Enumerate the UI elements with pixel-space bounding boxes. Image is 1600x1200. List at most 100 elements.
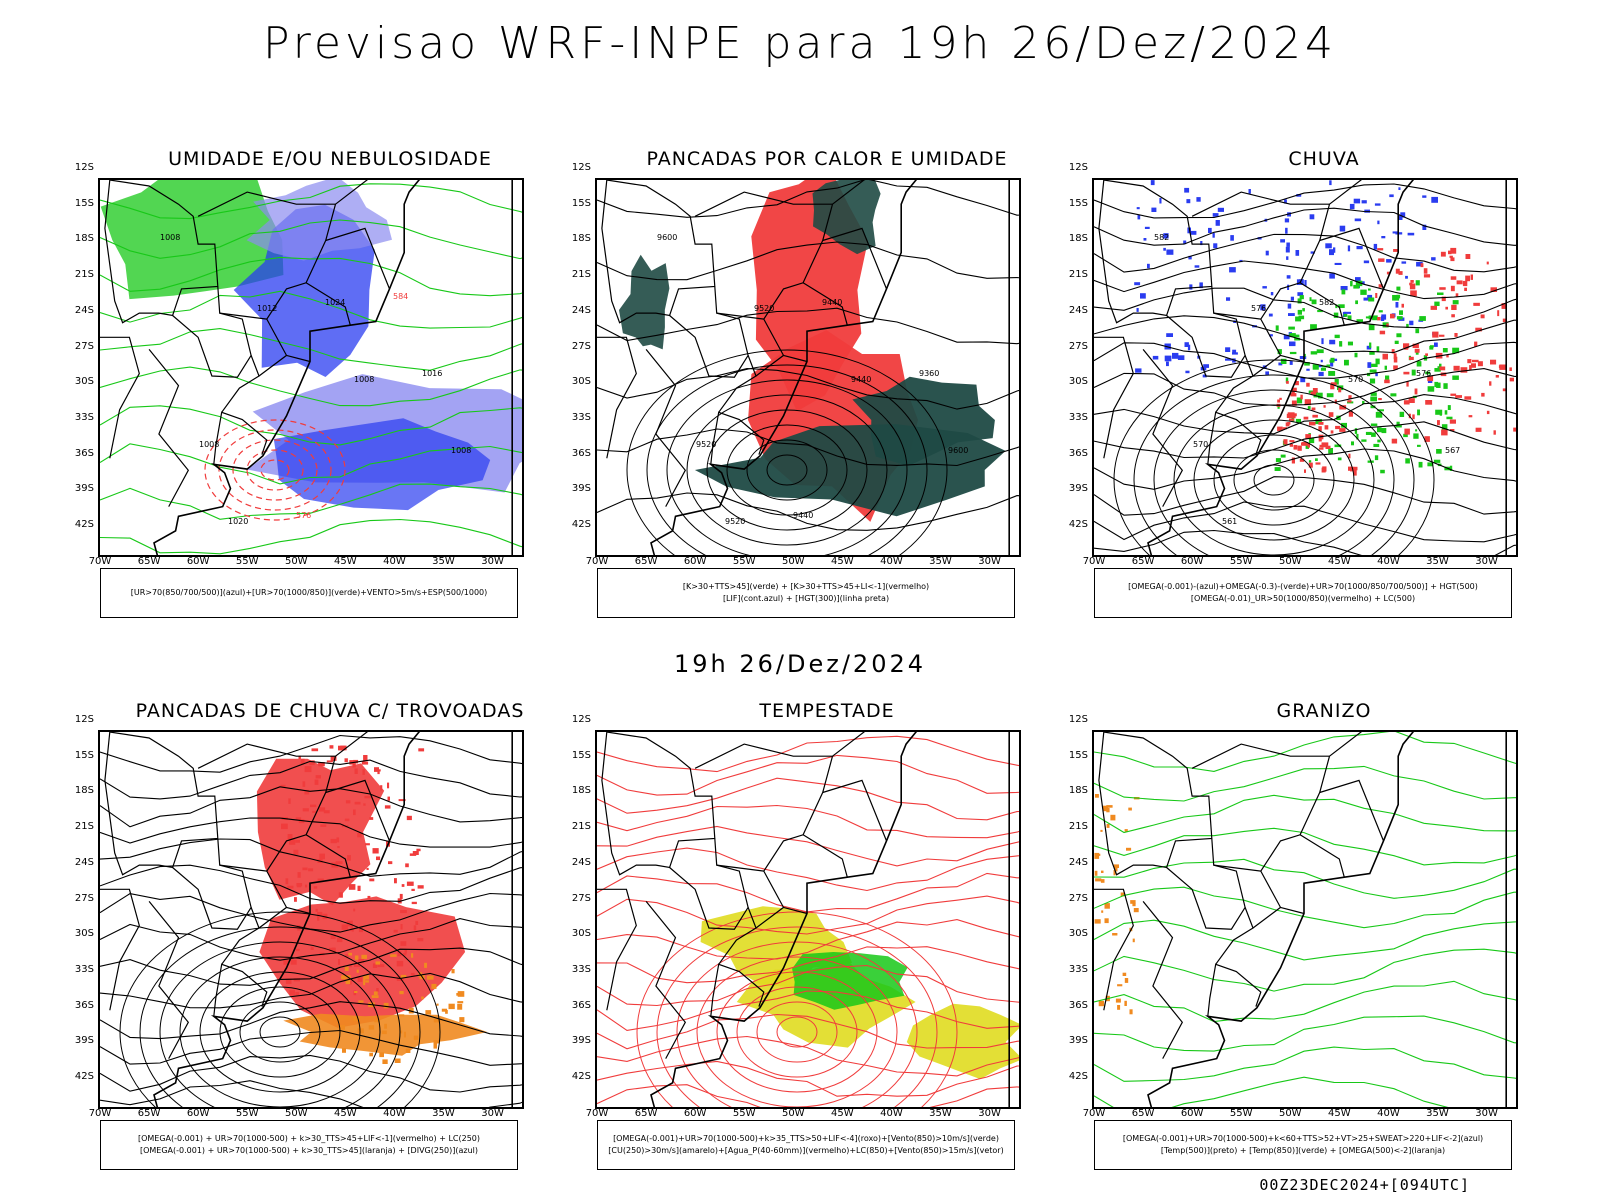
contour-label: 9520 — [696, 440, 716, 449]
legend-line: [K>30+TTS>45](verde) + [K>30+TTS>45+LI<-… — [682, 582, 930, 591]
speckle — [309, 760, 315, 766]
speckle — [1339, 428, 1346, 432]
speckle — [1351, 441, 1354, 446]
speckle — [1439, 334, 1445, 337]
speckle — [1277, 406, 1280, 409]
lat-tick-label: 18S — [1068, 785, 1088, 797]
speckle — [1290, 296, 1294, 301]
contour-line — [597, 990, 1019, 1031]
legend-line: [Temp(500)](preto) + [Temp(850)](verde) … — [1160, 1146, 1446, 1155]
contour-line — [597, 1084, 1019, 1107]
map-granizo — [1092, 730, 1518, 1109]
speckle — [1277, 349, 1282, 355]
speckle — [1399, 310, 1403, 315]
lon-tick-label: 35W — [1426, 1108, 1449, 1119]
speckle — [294, 897, 297, 902]
lon-tick-label: 45W — [334, 1108, 357, 1119]
speckle — [1452, 347, 1460, 354]
speckle — [1377, 427, 1382, 433]
speckle — [1308, 460, 1312, 463]
speckle — [335, 861, 343, 864]
speckle — [1464, 396, 1472, 400]
speckle — [1486, 410, 1490, 415]
speckle — [1441, 424, 1448, 431]
speckle — [1450, 429, 1455, 432]
speckle — [1423, 268, 1428, 274]
speckle — [1451, 314, 1455, 318]
speckle — [417, 938, 424, 942]
speckle — [1378, 398, 1382, 401]
lon-tick-label: 55W — [1229, 556, 1253, 567]
speckle — [1454, 333, 1458, 337]
speckle — [285, 878, 289, 885]
speckle — [1315, 365, 1323, 368]
country-border — [1215, 907, 1254, 965]
contour-label: 1024 — [325, 298, 345, 307]
contour-line — [597, 307, 1019, 345]
speckle — [341, 924, 348, 930]
speckle — [1343, 313, 1348, 317]
contour-label: 570 — [1193, 440, 1208, 449]
speckle — [1287, 303, 1292, 309]
contour-line — [1094, 948, 1516, 992]
lat-tick-label: 24S — [74, 304, 94, 316]
contour-line — [1094, 1046, 1516, 1082]
speckle — [1194, 265, 1200, 268]
speckle — [387, 796, 390, 801]
speckle — [380, 785, 383, 791]
country-border — [822, 227, 888, 290]
speckle — [358, 958, 365, 964]
speckle — [1439, 287, 1446, 290]
speckle — [1375, 358, 1380, 365]
speckle — [296, 883, 302, 888]
lon-tick-label: 30W — [481, 1108, 504, 1119]
speckle — [1300, 394, 1303, 400]
speckle — [1110, 814, 1116, 821]
lat-tick-label: 30S — [1068, 928, 1088, 940]
lat-tick-label: 33S — [571, 412, 591, 423]
speckle — [310, 946, 314, 950]
speckle — [1279, 397, 1282, 400]
speckle — [424, 962, 427, 968]
speckle — [1117, 1005, 1121, 1010]
lat-tick-label: 15S — [571, 749, 591, 761]
speckle — [1439, 366, 1446, 371]
lat-tick-label: 18S — [74, 785, 94, 797]
speckle — [1353, 198, 1361, 204]
lat-tick-label: 21S — [1068, 821, 1088, 833]
speckle — [1424, 436, 1430, 442]
lat-tick-label: 18S — [571, 785, 591, 797]
speckle — [1189, 284, 1193, 290]
speckle — [1095, 794, 1099, 798]
valid-time-title: 19h 26/Dez/2024 — [673, 650, 926, 678]
low-pressure-contour — [259, 1016, 301, 1048]
speckle — [365, 843, 370, 846]
speckle — [1489, 381, 1492, 386]
country-border — [1098, 732, 1213, 876]
lon-tick-label: 40W — [383, 1108, 406, 1119]
speckle — [1450, 276, 1457, 280]
speckle — [353, 1016, 359, 1022]
lon-tick-label: 60W — [1180, 556, 1204, 567]
speckle — [348, 952, 352, 956]
speckle — [1436, 449, 1442, 454]
panel-chuva: CHUVA 582 576 570 567 561 582 576 570 [OMEGA(-0… — [1069, 148, 1574, 648]
panel-title: UMIDADE E/OU NEBULOSIDADE — [168, 148, 492, 170]
low-pressure-contour — [1133, 374, 1415, 555]
speckle — [1289, 341, 1296, 347]
contour-line — [1094, 1076, 1449, 1107]
speckle — [406, 881, 414, 886]
country-border — [832, 180, 865, 205]
main-title: Previsao WRF-INPE para 19h 26/Dez/2024 — [263, 18, 1337, 69]
speckle — [287, 885, 294, 889]
lon-tick-label: 45W — [1328, 1108, 1351, 1119]
lat-tick-label: 36S — [571, 999, 591, 1011]
speckle — [1446, 355, 1449, 358]
lon-tick-label: 45W — [831, 556, 854, 567]
speckle — [1393, 353, 1397, 360]
speckle — [350, 920, 353, 925]
country-border — [1207, 963, 1262, 1017]
speckle — [347, 855, 351, 861]
speckle — [1326, 364, 1330, 368]
speckle — [1312, 388, 1318, 393]
